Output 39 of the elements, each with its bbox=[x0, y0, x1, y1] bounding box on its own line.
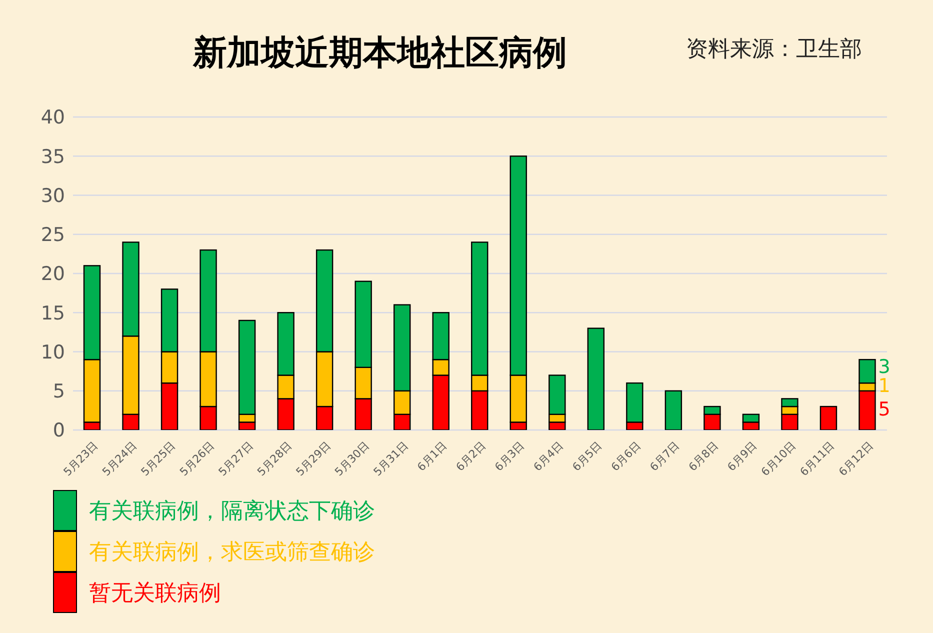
x-tick-label: 5月25日 bbox=[138, 439, 178, 479]
bar bbox=[820, 406, 838, 430]
x-tick-label: 6月3日 bbox=[492, 439, 528, 474]
bar bbox=[664, 390, 682, 430]
y-tick-label: 35 bbox=[40, 146, 65, 168]
x-tick-label: 5月26日 bbox=[177, 439, 217, 479]
x-tick-label: 6月5日 bbox=[570, 439, 605, 474]
x-tick-label: 6月4日 bbox=[531, 439, 566, 474]
x-tick-label: 5月29日 bbox=[294, 439, 334, 479]
x-tick-label: 6月6日 bbox=[608, 439, 644, 474]
x-tick-label: 6月8日 bbox=[686, 439, 721, 474]
y-tick-label: 25 bbox=[40, 224, 65, 246]
legend-label: 有关联病例，求医或筛查确诊 bbox=[89, 538, 375, 566]
y-tick-label: 20 bbox=[40, 263, 65, 286]
legend-label: 暂无关联病例 bbox=[89, 580, 221, 608]
x-tick-label: 5月24日 bbox=[100, 439, 140, 479]
x-tick-label: 6月7日 bbox=[647, 439, 682, 474]
x-tick-label: 6月1日 bbox=[414, 439, 450, 474]
chart-title: 新加坡近期本地社区病例 bbox=[192, 32, 568, 75]
x-tick-label: 5月23日 bbox=[61, 439, 101, 479]
x-tick-label: 5月30日 bbox=[332, 439, 372, 479]
y-tick-label: 40 bbox=[40, 106, 65, 129]
legend-label: 有关联病例，隔离状态下确诊 bbox=[89, 498, 375, 526]
y-tick-label: 30 bbox=[40, 184, 65, 207]
x-tick-label: 5月27日 bbox=[216, 439, 256, 479]
x-tick-label: 6月12日 bbox=[836, 439, 876, 479]
x-tick-label: 6月11日 bbox=[798, 439, 838, 479]
x-tick-label: 5月28日 bbox=[254, 439, 294, 479]
y-tick-label: 15 bbox=[40, 302, 65, 324]
y-tick-label: 10 bbox=[40, 341, 65, 364]
x-tick-label: 5月31日 bbox=[371, 439, 411, 479]
x-tick-label: 6月9日 bbox=[724, 439, 760, 474]
y-tick-label: 5 bbox=[52, 380, 65, 403]
text: 资料来源：卫生部 bbox=[686, 36, 862, 64]
data-label: 5 bbox=[878, 398, 890, 421]
x-tick-label: 6月10日 bbox=[758, 439, 798, 479]
y-tick-label: 0 bbox=[52, 420, 65, 442]
bar bbox=[587, 328, 605, 430]
x-tick-label: 6月2日 bbox=[454, 439, 488, 474]
